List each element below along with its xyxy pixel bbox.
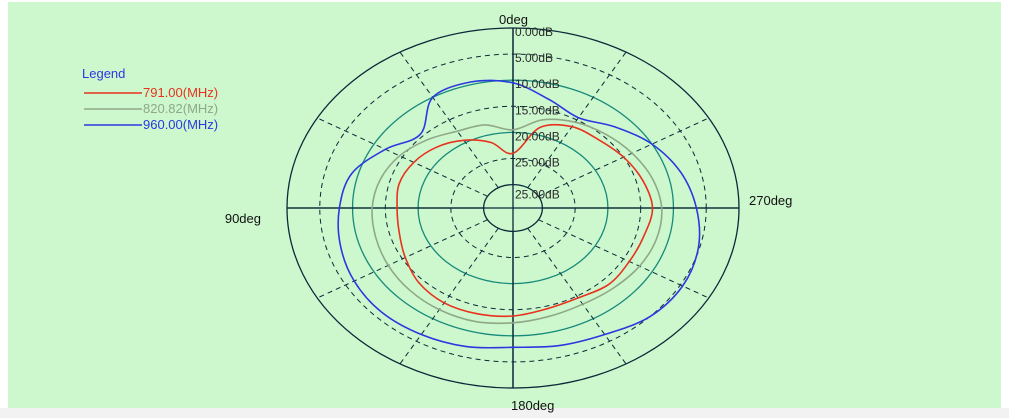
legend: Legend 791.00(MHz)820.82(MHz)960.00(MHz)	[82, 66, 218, 132]
series-line	[396, 123, 654, 318]
legend-entry: 960.00(MHz)	[143, 117, 218, 132]
radial-tick-label: 0.00dB	[515, 25, 553, 39]
grid-spoke	[399, 227, 499, 365]
grid-spoke	[317, 117, 488, 197]
bottom-strip	[0, 408, 1009, 418]
radial-tick-label: 25.00dB	[515, 188, 560, 202]
angle-label: 270deg	[749, 193, 792, 208]
legend-title: Legend	[82, 66, 125, 81]
radial-tick-label: 10.00dB	[515, 77, 560, 91]
radial-tick-label: 15.00dB	[515, 103, 560, 117]
legend-entry: 791.00(MHz)	[143, 85, 218, 100]
radial-tick-label: 5.00dB	[515, 51, 553, 65]
axis-labels: 0.00dB 5.00dB 10.00dB 15.00dB 20.00dB 25.00dB…	[225, 12, 793, 413]
radial-tick-label: 25.00dB	[515, 156, 560, 170]
angle-label: 180deg	[511, 398, 554, 413]
radial-tick-label: 20.00dB	[515, 129, 560, 143]
angle-label: 0deg	[499, 12, 528, 27]
angle-label: 90deg	[225, 211, 261, 226]
grid-spoke	[538, 219, 709, 299]
grid-spoke	[527, 51, 627, 189]
legend-entry: 820.82(MHz)	[143, 101, 218, 116]
grid-spoke	[317, 219, 488, 299]
series-line	[371, 118, 663, 325]
chart-panel	[8, 2, 1001, 408]
polar-grid	[286, 27, 740, 389]
series-layer	[337, 79, 701, 349]
series-line	[337, 79, 701, 349]
grid-spoke	[527, 227, 627, 365]
grid-spoke	[399, 51, 499, 189]
